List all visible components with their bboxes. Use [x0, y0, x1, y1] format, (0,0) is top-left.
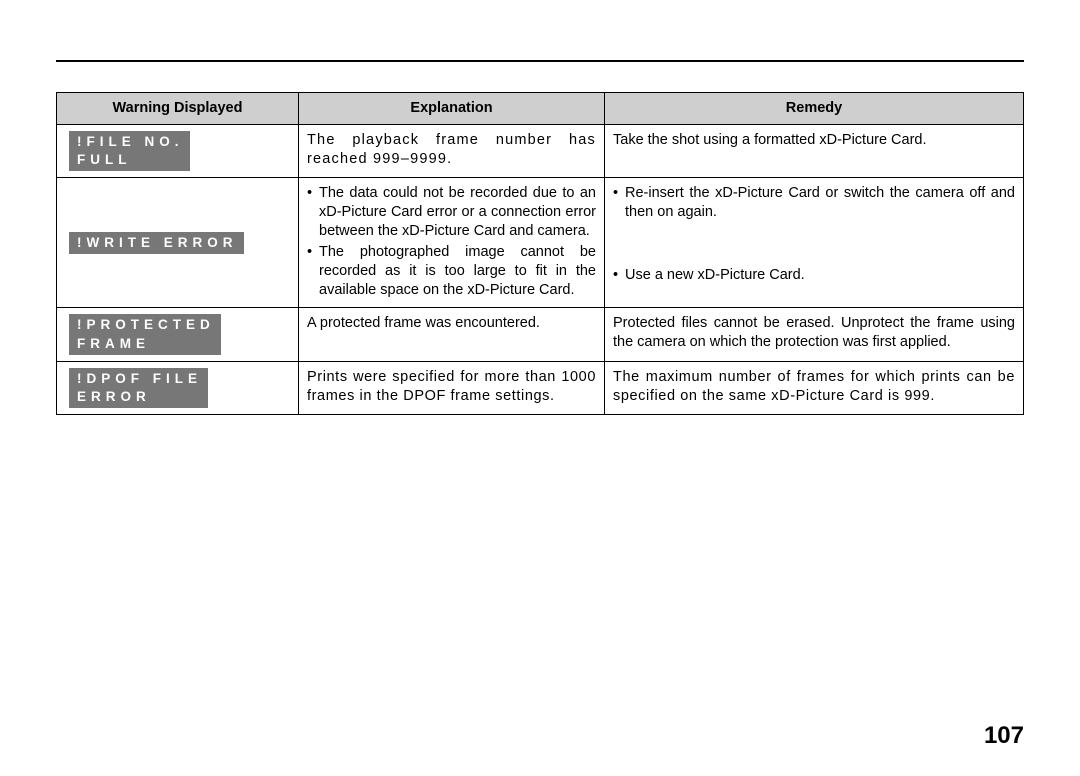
warning-label: !PROTECTED FRAME [69, 314, 221, 354]
explanation-cell: The data could not be recorded due to an… [299, 178, 605, 308]
warning-cell: !FILE NO. FULL [57, 124, 299, 177]
remedy-cell: Protected files cannot be erased. Unprot… [605, 308, 1024, 361]
warning-label: !FILE NO. FULL [69, 131, 190, 171]
header-remedy: Remedy [605, 93, 1024, 125]
table-row: !WRITE ERROR The data could not be recor… [57, 178, 1024, 308]
warning-label: !WRITE ERROR [69, 232, 244, 254]
warnings-table: Warning Displayed Explanation Remedy !FI… [56, 92, 1024, 415]
warning-cell: !PROTECTED FRAME [57, 308, 299, 361]
page-number: 107 [984, 722, 1024, 750]
table-row: !FILE NO. FULL The playback frame number… [57, 124, 1024, 177]
table-row: !PROTECTED FRAME A protected frame was e… [57, 308, 1024, 361]
explanation-bullet: The photographed image cannot be recorde… [307, 243, 596, 300]
top-rule [56, 60, 1024, 62]
remedy-cell: Re-insert the xD-Picture Card or switch … [605, 178, 1024, 308]
remedy-bullet: Use a new xD-Picture Card. [613, 266, 1015, 285]
warning-label: !DPOF FILE ERROR [69, 368, 208, 408]
remedy-cell: Take the shot using a formatted xD-Pictu… [605, 124, 1024, 177]
remedy-cell: The maximum number of frames for which p… [605, 361, 1024, 414]
explanation-bullet: The data could not be recorded due to an… [307, 184, 596, 241]
explanation-cell: Prints were specified for more than 1000… [299, 361, 605, 414]
warning-cell: !DPOF FILE ERROR [57, 361, 299, 414]
manual-page: Warning Displayed Explanation Remedy !FI… [0, 0, 1080, 776]
warning-cell: !WRITE ERROR [57, 178, 299, 308]
header-explanation: Explanation [299, 93, 605, 125]
table-row: !DPOF FILE ERROR Prints were specified f… [57, 361, 1024, 414]
explanation-cell: The playback frame number has reached 99… [299, 124, 605, 177]
remedy-bullet: Re-insert the xD-Picture Card or switch … [613, 184, 1015, 222]
header-warning: Warning Displayed [57, 93, 299, 125]
table-header-row: Warning Displayed Explanation Remedy [57, 93, 1024, 125]
explanation-cell: A protected frame was encountered. [299, 308, 605, 361]
